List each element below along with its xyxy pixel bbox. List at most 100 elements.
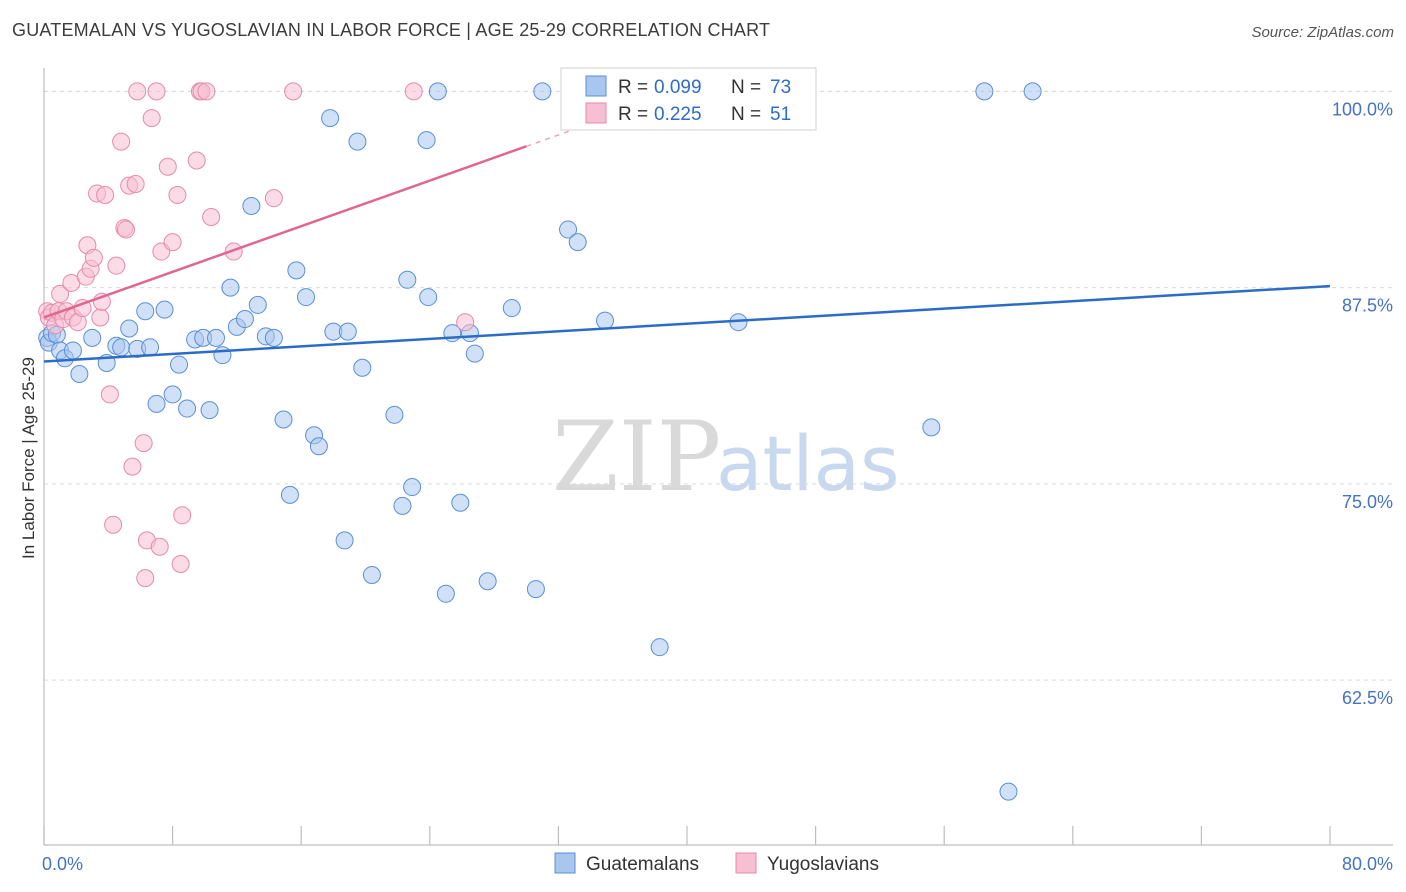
legend-r-label-yugoslavians: R = xyxy=(618,104,648,125)
yugoslavian-point xyxy=(126,175,145,194)
guatemalan-point xyxy=(478,572,497,591)
chart-title: GUATEMALAN VS YUGOSLAVIAN IN LABOR FORCE… xyxy=(12,20,771,40)
y-tick-label: 100.0% xyxy=(1332,99,1393,119)
guatemalan-point xyxy=(207,328,226,347)
guatemalan-point xyxy=(650,638,669,657)
guatemalan-point xyxy=(353,358,372,377)
guatemalan-point xyxy=(170,355,189,374)
guatemalan-point xyxy=(436,584,455,603)
guatemalan-point xyxy=(274,410,293,429)
guatemalan-point xyxy=(428,82,447,101)
yugoslavian-point xyxy=(136,569,155,588)
yugoslavian-point xyxy=(104,515,123,534)
guatemalan-point xyxy=(335,531,354,550)
guatemalan-point xyxy=(502,299,521,318)
chart-source: Source: ZipAtlas.com xyxy=(1251,24,1394,41)
guatemalan-point xyxy=(83,328,102,347)
yugoslavian-point xyxy=(112,132,131,151)
y-axis-label: In Labor Force | Age 25-29 xyxy=(19,357,38,559)
y-tick-label: 75.0% xyxy=(1342,492,1393,512)
yugoslavian-point xyxy=(171,554,190,573)
guatemalan-point xyxy=(403,478,422,497)
yugoslavian-point xyxy=(202,208,221,226)
yugoslavian-point xyxy=(163,233,182,252)
guatemalan-point xyxy=(147,394,166,413)
guatemalan-point xyxy=(338,322,357,341)
guatemalan-point xyxy=(248,295,267,314)
yugoslavian-point xyxy=(128,82,147,101)
yugoslavian-point xyxy=(168,186,187,205)
legend-n-value-yugoslavians: 51 xyxy=(770,104,791,125)
guatemalan-point xyxy=(136,302,155,321)
guatemalan-point xyxy=(155,300,174,319)
guatemalan-point xyxy=(264,328,283,347)
guatemalan-point xyxy=(398,270,417,289)
legend-r-value-guatemalans: 0.099 xyxy=(654,77,702,98)
guatemalan-point xyxy=(112,338,131,357)
guatemalan-point xyxy=(451,493,470,512)
guatemalan-point xyxy=(70,365,89,383)
x-tick-label: 80.0% xyxy=(1342,854,1393,874)
yugoslavian-point xyxy=(173,506,192,525)
guatemalan-point xyxy=(213,346,232,365)
guatemalan-point xyxy=(568,233,587,252)
guatemalan-point xyxy=(120,319,139,338)
yugoslavian-point xyxy=(150,537,169,556)
legend-r-value-yugoslavians: 0.225 xyxy=(654,104,702,125)
series-legend-label-yugoslavians: Yugoslavians xyxy=(767,854,879,875)
legend-r-label-guatemalans: R = xyxy=(618,77,648,98)
guatemalan-point xyxy=(533,82,552,101)
yugoslavian-point xyxy=(224,242,243,261)
yugoslavian-point xyxy=(197,82,216,101)
guatemalan-point xyxy=(235,310,254,329)
yugoslavian-point xyxy=(100,385,119,404)
yugoslavian-point xyxy=(456,313,475,332)
guatemalan-point xyxy=(280,485,299,504)
y-tick-label: 62.5% xyxy=(1342,688,1393,708)
yugoslavian-point xyxy=(123,457,142,476)
guatemalan-point xyxy=(309,437,328,456)
series-legend-label-guatemalans: Guatemalans xyxy=(586,854,699,875)
guatemalan-point xyxy=(559,220,578,239)
yugoslavian-point xyxy=(91,308,110,327)
legend-swatch-guatemalans xyxy=(585,75,607,97)
series-legend-swatch-guatemalans xyxy=(554,852,576,874)
guatemalan-point xyxy=(178,399,197,418)
series-legend-swatch-yugoslavians xyxy=(735,852,757,874)
guatemalan-point xyxy=(975,82,994,101)
yugoslavian-point xyxy=(84,248,103,267)
yugoslavian-point xyxy=(96,186,115,205)
yugoslavian-point xyxy=(142,109,161,128)
guatemalan-point xyxy=(999,782,1018,801)
yugoslavian-point xyxy=(51,284,70,303)
yugoslavian-point xyxy=(264,189,283,208)
guatemalan-point xyxy=(200,401,219,420)
yugoslavian-point xyxy=(147,82,166,101)
watermark-zip: ZIP xyxy=(552,401,721,513)
yugoslavian-point xyxy=(116,220,135,239)
guatemalan-point xyxy=(417,131,436,150)
legend-swatch-yugoslavians xyxy=(585,102,607,124)
yugoslavian-point xyxy=(107,256,126,275)
watermark-atlas: atlas xyxy=(716,419,900,508)
guatemalan-point xyxy=(297,288,316,307)
yugoslavian-point xyxy=(284,82,303,101)
guatemalan-point xyxy=(419,288,438,307)
guatemalan-point xyxy=(465,344,484,363)
guatemalan-point xyxy=(596,311,615,330)
guatemalan-trend-line xyxy=(43,284,1331,363)
guatemalan-point xyxy=(348,132,367,151)
watermark: ZIP atlas xyxy=(552,401,900,513)
guatemalan-point xyxy=(163,385,182,404)
guatemalan-point xyxy=(221,278,240,297)
guatemalan-point xyxy=(362,565,381,584)
guatemalan-point xyxy=(385,405,404,424)
legend-n-value-guatemalans: 73 xyxy=(770,77,791,98)
legend-n-label-guatemalans: N = xyxy=(731,77,761,98)
legend-n-label-yugoslavians: N = xyxy=(731,104,761,125)
guatemalan-point xyxy=(1023,82,1042,101)
y-tick-label: 87.5% xyxy=(1342,296,1393,316)
guatemalan-point xyxy=(63,341,82,360)
guatemalan-point xyxy=(922,418,941,437)
